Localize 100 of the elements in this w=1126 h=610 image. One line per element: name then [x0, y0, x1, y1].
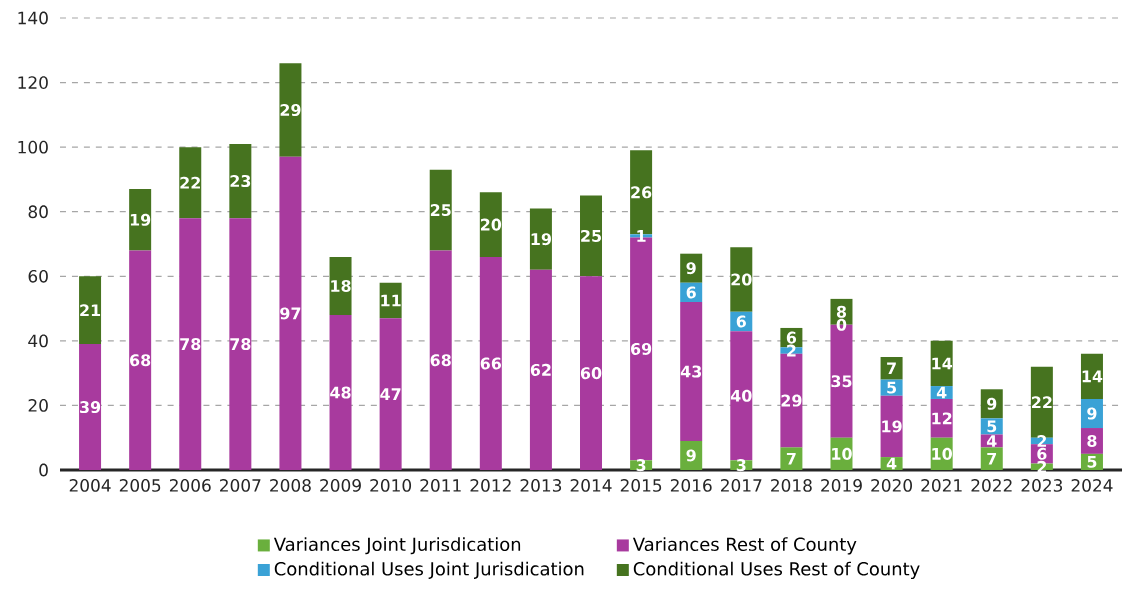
- y-tick-label: 120: [18, 76, 48, 89]
- x-tick-label: 2024: [1071, 479, 1113, 492]
- x-tick-label: 2017: [720, 479, 762, 492]
- bar: [279, 156, 302, 470]
- data-label: 9: [686, 262, 696, 275]
- x-tick-label: 2020: [871, 479, 912, 492]
- data-label: 25: [581, 229, 601, 242]
- data-label: 3: [736, 459, 746, 472]
- bar: [329, 315, 352, 470]
- data-label: 19: [531, 233, 551, 246]
- data-label: 8: [836, 305, 847, 318]
- data-label: 9: [686, 449, 696, 462]
- data-label: 21: [80, 304, 101, 317]
- y-tick-label: 20: [28, 399, 48, 412]
- bar: [129, 189, 152, 251]
- data-label: 5: [1087, 456, 1097, 468]
- data-label: 10: [932, 447, 952, 460]
- bar: [79, 276, 102, 345]
- y-tick-label: 0: [39, 463, 48, 477]
- x-tick-label: 2011: [420, 479, 461, 492]
- data-label: 25: [430, 204, 451, 217]
- bar: [429, 169, 452, 251]
- data-label: 14: [932, 357, 953, 370]
- bar: [580, 276, 603, 470]
- data-label: 18: [331, 279, 351, 292]
- bar: [680, 302, 703, 441]
- data-label: 29: [781, 394, 802, 407]
- data-label: 29: [280, 103, 301, 117]
- data-label: 78: [230, 338, 251, 351]
- data-label: 14: [1082, 370, 1103, 383]
- data-label: 4: [986, 435, 997, 447]
- data-label: 66: [480, 357, 502, 370]
- data-label: 69: [631, 342, 652, 355]
- data-label: 9: [1087, 407, 1097, 420]
- x-tick-label: 2019: [821, 479, 862, 492]
- y-tick-label: 60: [28, 269, 48, 283]
- x-tick-label: 2021: [921, 479, 962, 492]
- data-label: 48: [330, 386, 351, 399]
- x-tick-label: 2013: [520, 479, 562, 492]
- bar: [980, 447, 1003, 470]
- bar: [529, 269, 552, 470]
- bar: [229, 218, 252, 470]
- bar: [1080, 398, 1103, 429]
- data-label: 26: [631, 186, 652, 199]
- data-label: 19: [130, 213, 151, 226]
- x-tick-label: 2016: [670, 479, 712, 492]
- data-label: 20: [480, 218, 502, 231]
- x-tick-label: 2006: [169, 479, 211, 492]
- data-label: 60: [580, 367, 602, 380]
- data-label: 47: [380, 388, 401, 400]
- bar: [479, 256, 502, 470]
- bar: [329, 256, 352, 316]
- data-label: 10: [832, 447, 852, 460]
- data-label: 7: [987, 452, 997, 465]
- data-label: 7: [786, 452, 796, 465]
- bar: [780, 447, 803, 470]
- data-label: 9: [987, 397, 997, 410]
- x-tick-label: 2022: [971, 479, 1012, 492]
- bar: [79, 344, 102, 470]
- bar: [429, 250, 452, 470]
- y-tick-label: 140: [18, 11, 48, 25]
- data-label: 5: [987, 420, 997, 433]
- data-label: 20: [731, 273, 752, 286]
- bar: [580, 195, 603, 277]
- data-label: 78: [180, 338, 201, 351]
- bar: [179, 218, 202, 470]
- bar: [880, 357, 903, 380]
- x-tick-label: 2014: [570, 479, 612, 492]
- data-label: 6: [1037, 447, 1047, 460]
- data-label: 3: [636, 459, 646, 472]
- y-tick-label: 40: [28, 334, 48, 348]
- bar: [479, 192, 502, 257]
- data-label: 6: [786, 331, 797, 344]
- data-label: 68: [130, 354, 151, 367]
- data-label: 35: [831, 375, 852, 388]
- data-label: 6: [736, 315, 746, 328]
- legend-label: Variances Rest of County: [632, 537, 857, 555]
- data-label: 11: [381, 294, 401, 307]
- x-tick-label: 2007: [220, 479, 261, 492]
- legend-label: Conditional Uses Rest of County: [633, 561, 920, 580]
- x-tick-label: 2023: [1021, 479, 1063, 492]
- bar: [529, 208, 552, 270]
- x-tick-label: 2009: [320, 479, 361, 492]
- x-tick-label: 2008: [270, 479, 311, 492]
- data-label: 40: [730, 389, 752, 402]
- data-label: 23: [230, 175, 251, 188]
- bar: [179, 147, 202, 219]
- data-label: 7: [887, 362, 896, 375]
- x-tick-label: 2018: [771, 479, 812, 492]
- bar: [680, 440, 703, 470]
- data-label: 8: [1087, 434, 1097, 447]
- data-label: 43: [680, 365, 702, 378]
- data-label: 6: [686, 286, 696, 299]
- data-label: 22: [1032, 396, 1052, 409]
- data-label: 62: [530, 363, 551, 376]
- x-tick-label: 2005: [119, 479, 161, 492]
- data-label: 39: [80, 401, 101, 414]
- data-label: 12: [932, 412, 952, 425]
- data-label: 2: [787, 344, 796, 357]
- bar: [229, 143, 252, 219]
